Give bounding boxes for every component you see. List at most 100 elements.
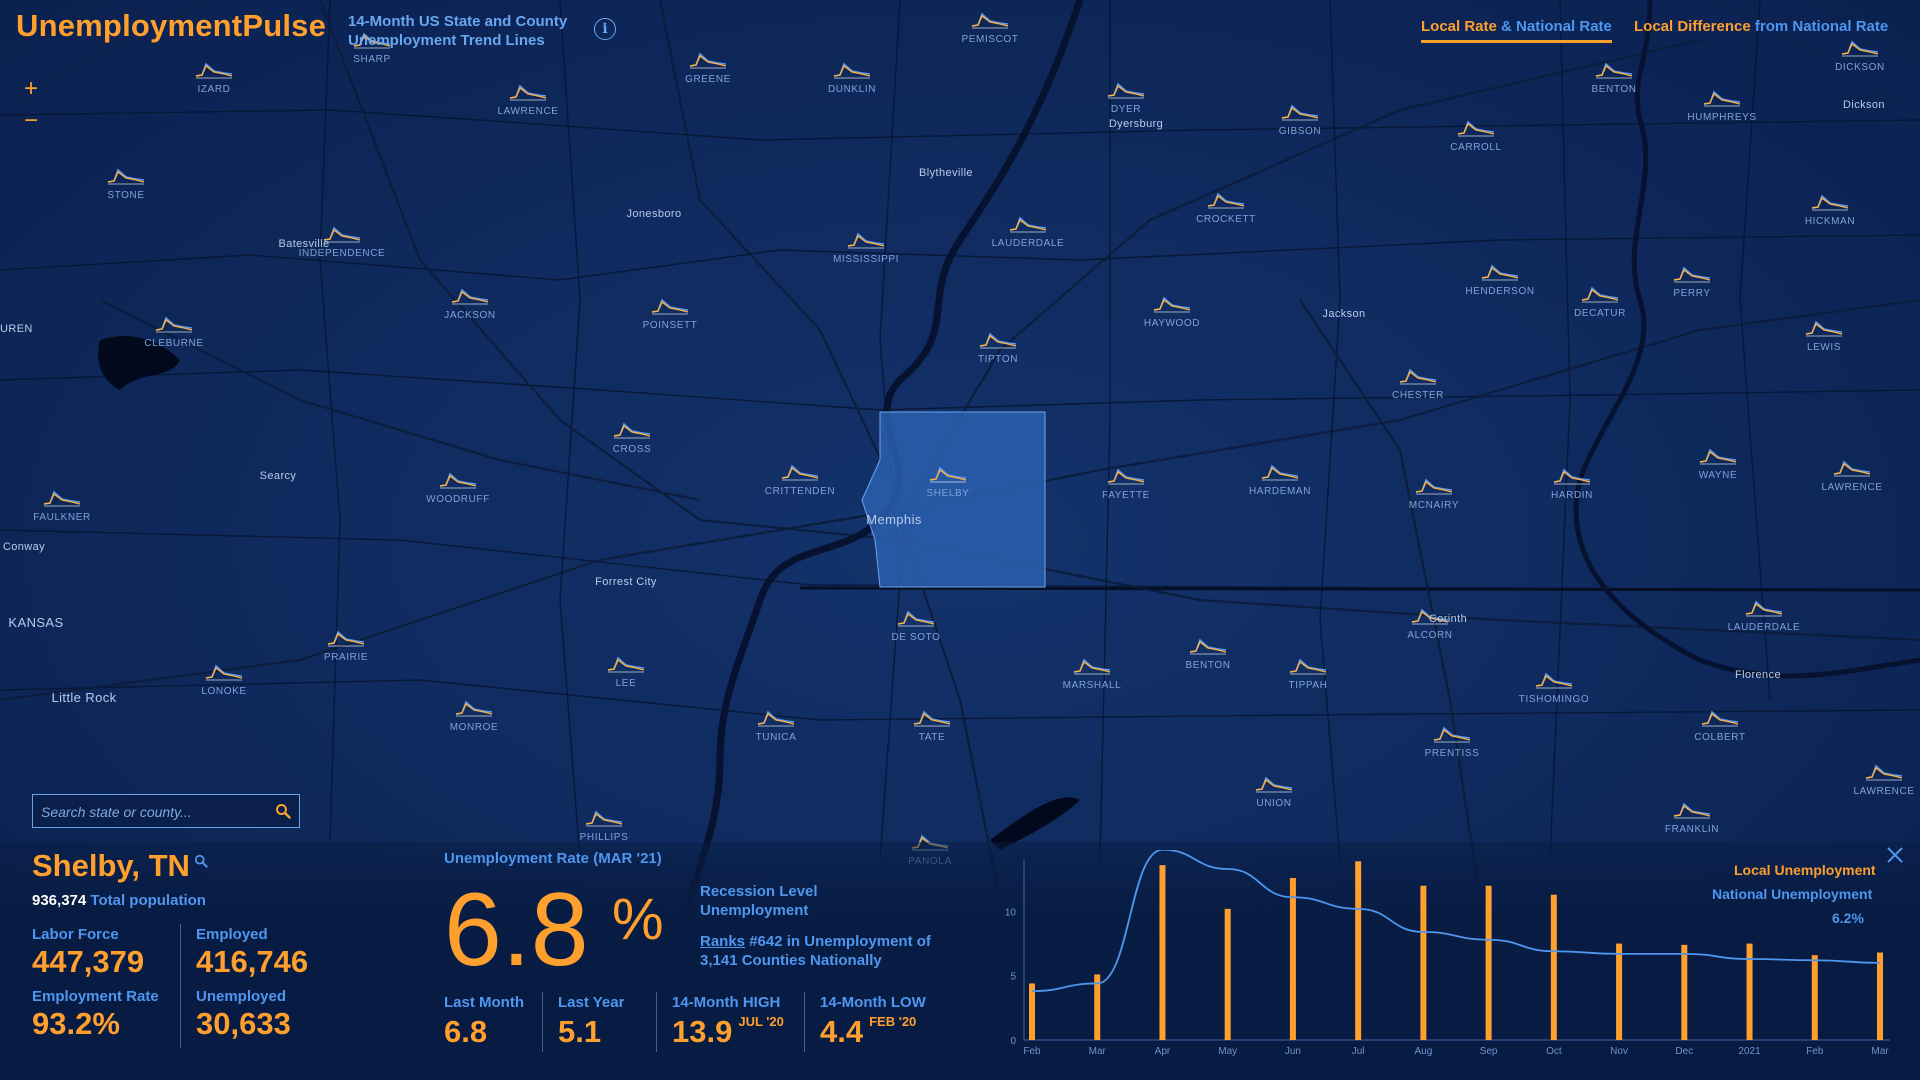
county-trend-glyph[interactable] bbox=[1289, 658, 1327, 675]
chart-bar bbox=[1616, 943, 1623, 1040]
county-trend-glyph[interactable] bbox=[1673, 266, 1711, 283]
county-trend-glyph[interactable] bbox=[195, 62, 233, 79]
county-trend-glyph[interactable] bbox=[353, 32, 391, 49]
county-trend-glyph[interactable] bbox=[833, 62, 871, 79]
county-trend-glyph[interactable] bbox=[439, 472, 477, 489]
chart-bar bbox=[1877, 952, 1883, 1040]
search-input[interactable] bbox=[39, 801, 263, 823]
county-trend-glyph[interactable] bbox=[1153, 296, 1191, 313]
county-trend-glyph[interactable] bbox=[1811, 194, 1849, 211]
chart-y-tick-label: 5 bbox=[1010, 972, 1016, 983]
county-label: HENDERSON bbox=[1465, 286, 1534, 297]
county-trend-glyph[interactable] bbox=[613, 422, 651, 439]
county-trend-glyph[interactable] bbox=[455, 700, 493, 717]
county-trend-glyph[interactable] bbox=[757, 710, 795, 727]
chart-x-tick-label: Dec bbox=[1675, 1046, 1693, 1057]
county-trend-glyph[interactable] bbox=[1673, 802, 1711, 819]
close-icon[interactable] bbox=[1884, 844, 1906, 866]
county-trend-glyph[interactable] bbox=[1865, 764, 1903, 781]
county-trend-glyph[interactable] bbox=[1207, 192, 1245, 209]
county-trend-glyph[interactable] bbox=[781, 464, 819, 481]
last-month-label: Last Month bbox=[444, 994, 524, 1011]
county-trend-glyph[interactable] bbox=[107, 168, 145, 185]
labor-force-label: Labor Force bbox=[32, 926, 119, 943]
zoom-out-button[interactable]: − bbox=[23, 107, 38, 134]
county-trend-glyph[interactable] bbox=[1411, 608, 1449, 625]
zoom-in-button[interactable]: + bbox=[23, 75, 38, 102]
recession-level-text: Recession Level Unemployment bbox=[700, 883, 818, 919]
county-label: CHESTER bbox=[1392, 390, 1444, 401]
county-trend-glyph[interactable] bbox=[979, 332, 1017, 349]
county-label: WAYNE bbox=[1699, 470, 1738, 481]
county-trend-glyph[interactable] bbox=[607, 656, 645, 673]
county-trend-glyph[interactable] bbox=[897, 610, 935, 627]
city-label: Dickson bbox=[1843, 99, 1885, 111]
county-label: SHELBY bbox=[926, 488, 969, 499]
county-trend-glyph[interactable] bbox=[1745, 600, 1783, 617]
county-trend-glyph[interactable] bbox=[1457, 120, 1495, 137]
county-trend-glyph[interactable] bbox=[1701, 710, 1739, 727]
stats-divider bbox=[180, 924, 181, 1048]
county-trend-glyph[interactable] bbox=[509, 84, 547, 101]
county-trend-glyph[interactable] bbox=[929, 466, 967, 483]
tab-local-diff-label-2: from National Rate bbox=[1750, 18, 1889, 35]
county-trend-glyph[interactable] bbox=[847, 232, 885, 249]
chart-y-tick-label: 0 bbox=[1010, 1036, 1016, 1047]
county-trend-glyph[interactable] bbox=[1805, 320, 1843, 337]
county-trend-glyph[interactable] bbox=[1433, 726, 1471, 743]
search-icon[interactable] bbox=[275, 803, 291, 819]
county-trend-glyph[interactable] bbox=[1189, 638, 1227, 655]
city-label: Memphis bbox=[866, 512, 922, 527]
county-trend-glyph[interactable] bbox=[43, 490, 81, 507]
county-trend-glyph[interactable] bbox=[689, 52, 727, 69]
labor-force-value: 447,379 bbox=[32, 944, 145, 979]
county-zoom-icon[interactable] bbox=[194, 854, 208, 868]
county-trend-glyph[interactable] bbox=[155, 316, 193, 333]
county-label: WOODRUFF bbox=[426, 494, 490, 505]
info-icon[interactable]: i bbox=[594, 18, 616, 40]
tab-local-national-rate[interactable]: Local Rate & National Rate bbox=[1421, 18, 1612, 43]
county-trend-glyph[interactable] bbox=[1581, 286, 1619, 303]
county-trend-glyph[interactable] bbox=[323, 226, 361, 243]
county-trend-glyph[interactable] bbox=[1833, 460, 1871, 477]
county-trend-glyph[interactable] bbox=[1261, 464, 1299, 481]
county-trend-glyph[interactable] bbox=[451, 288, 489, 305]
county-trend-glyph[interactable] bbox=[1481, 264, 1519, 281]
county-trend-glyph[interactable] bbox=[1595, 62, 1633, 79]
city-label: Dyersburg bbox=[1109, 118, 1163, 130]
county-trend-glyph[interactable] bbox=[1281, 104, 1319, 121]
county-label: LAUDERDALE bbox=[1728, 622, 1801, 633]
chart-bar bbox=[1029, 983, 1035, 1040]
county-trend-glyph[interactable] bbox=[1255, 776, 1293, 793]
county-trend-glyph[interactable] bbox=[1107, 468, 1145, 485]
county-label: HARDEMAN bbox=[1249, 486, 1311, 497]
county-trend-glyph[interactable] bbox=[1535, 672, 1573, 689]
county-trend-glyph[interactable] bbox=[1415, 478, 1453, 495]
county-trend-glyph[interactable] bbox=[971, 12, 1009, 29]
chart-x-tick-label: May bbox=[1218, 1046, 1237, 1057]
county-trend-glyph[interactable] bbox=[1009, 216, 1047, 233]
county-trend-glyph[interactable] bbox=[1073, 658, 1111, 675]
county-trend-glyph[interactable] bbox=[327, 630, 365, 647]
county-trend-glyph[interactable] bbox=[1553, 468, 1591, 485]
tab-local-difference[interactable]: Local Difference from National Rate bbox=[1634, 18, 1888, 35]
county-label: CARROLL bbox=[1450, 142, 1501, 153]
county-label: DICKSON bbox=[1835, 62, 1885, 73]
county-trend-glyph[interactable] bbox=[1399, 368, 1437, 385]
ranks-link[interactable]: Ranks bbox=[700, 933, 746, 950]
county-label: STONE bbox=[107, 190, 144, 201]
county-trend-glyph[interactable] bbox=[1699, 448, 1737, 465]
county-trend-glyph[interactable] bbox=[585, 810, 623, 827]
legend-local-unemployment: Local Unemployment bbox=[1734, 862, 1876, 878]
county-trend-glyph[interactable] bbox=[1841, 40, 1879, 57]
county-trend-glyph[interactable] bbox=[205, 664, 243, 681]
county-label: CLEBURNE bbox=[144, 338, 203, 349]
county-trend-glyph[interactable] bbox=[1107, 82, 1145, 99]
chart-x-tick-label: Nov bbox=[1610, 1046, 1628, 1057]
county-trend-glyph[interactable] bbox=[1703, 90, 1741, 107]
county-trend-glyph[interactable] bbox=[651, 298, 689, 315]
county-label: ALCORN bbox=[1407, 630, 1452, 641]
city-label: Forrest City bbox=[595, 576, 657, 588]
county-label: DUNKLIN bbox=[828, 84, 876, 95]
county-trend-glyph[interactable] bbox=[913, 710, 951, 727]
